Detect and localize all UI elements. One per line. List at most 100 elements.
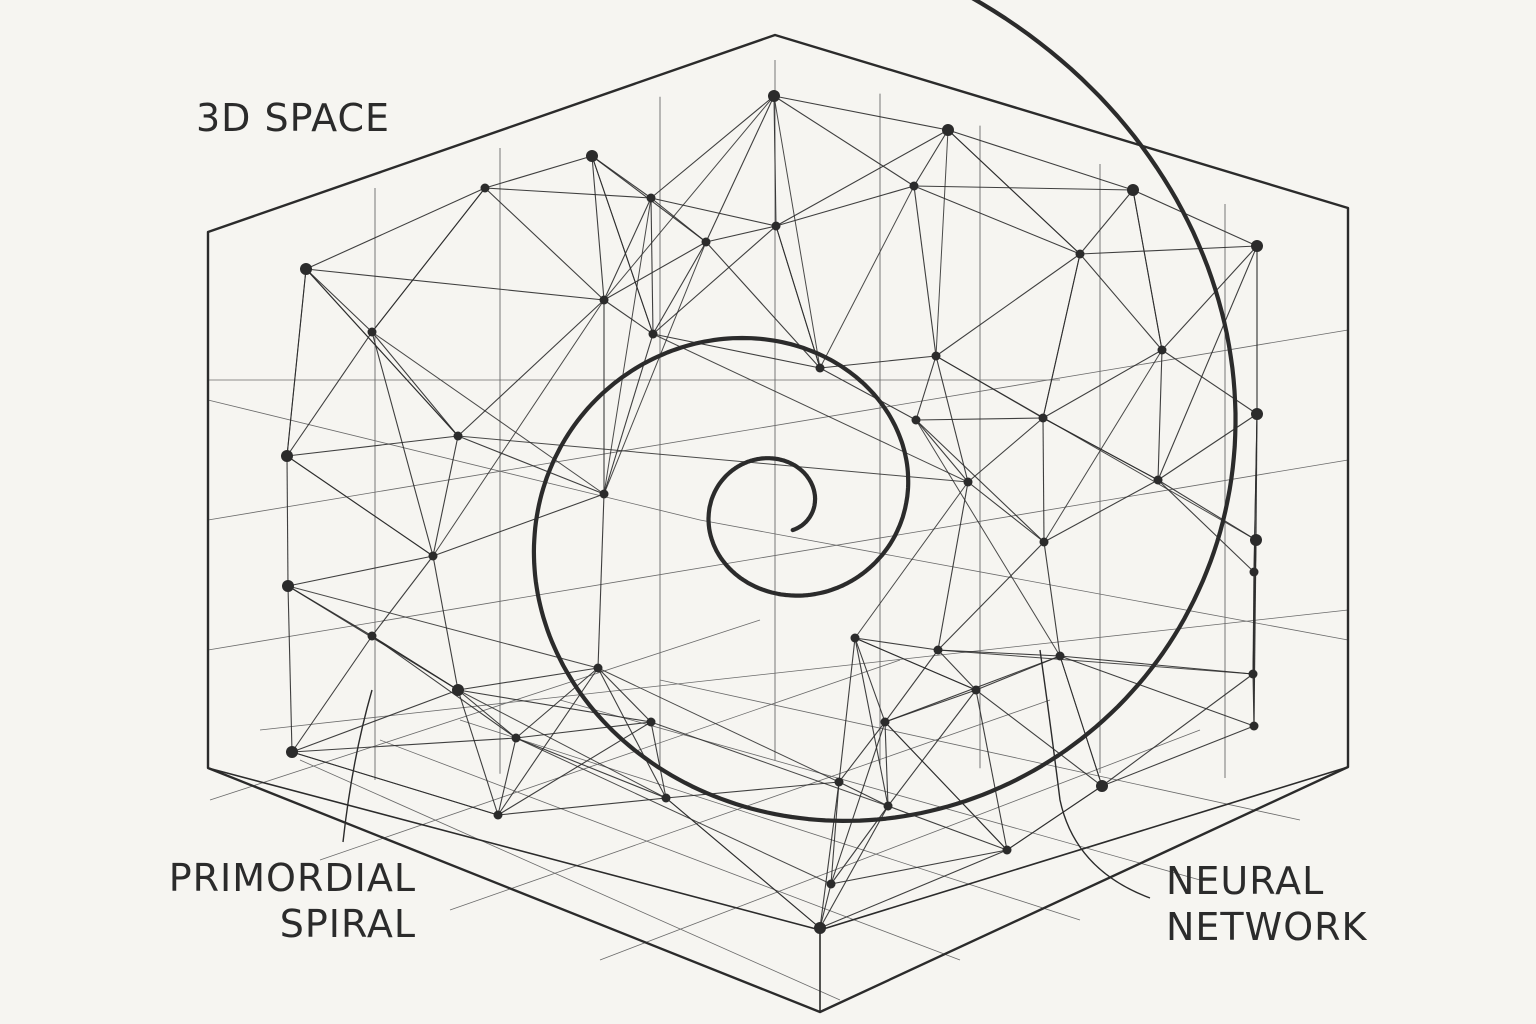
network-edge <box>650 197 777 227</box>
network-edge <box>650 721 889 807</box>
grid-floor-line <box>659 679 1301 821</box>
network-node <box>428 551 438 561</box>
network-edge <box>371 331 605 495</box>
network-edge <box>652 241 707 335</box>
network-edge <box>1042 417 1159 481</box>
grid-floor-line <box>379 739 961 961</box>
network-connections <box>286 95 1258 929</box>
network-edge <box>665 781 840 799</box>
network-edge <box>819 805 889 929</box>
network-node <box>880 717 890 727</box>
network-edge <box>650 197 654 335</box>
network-node <box>909 181 919 191</box>
network-edge <box>937 649 1254 675</box>
network-node <box>850 633 860 643</box>
network-edge <box>603 95 775 301</box>
network-edge <box>650 721 667 799</box>
network-edge <box>650 95 775 199</box>
network-edge <box>947 129 1134 191</box>
network-node <box>771 221 781 231</box>
network-edge <box>1157 245 1258 481</box>
network-edge <box>603 241 707 495</box>
network-node <box>701 237 711 247</box>
network-edge <box>937 481 969 651</box>
network-node <box>493 810 503 820</box>
network-node <box>281 450 293 462</box>
network-node <box>593 663 603 673</box>
network-edge <box>1059 655 1255 727</box>
network-edge <box>515 667 599 739</box>
network-edge <box>432 435 459 557</box>
network-edge <box>819 883 832 929</box>
network-node <box>646 193 656 203</box>
network-edge <box>591 155 605 301</box>
network-edge <box>913 185 937 357</box>
network-edge <box>1006 785 1103 851</box>
network-edge <box>1079 189 1134 255</box>
network-edge <box>652 225 777 335</box>
network-edge <box>967 417 1044 483</box>
network-edge <box>830 781 840 885</box>
network-edge <box>935 253 1081 357</box>
network-node <box>1249 567 1259 577</box>
network-edge <box>884 649 939 723</box>
network-node <box>599 295 609 305</box>
network-edge <box>854 637 889 807</box>
network-edge <box>497 721 652 816</box>
label-primordial-spiral-line1: PRIMORDIAL <box>168 856 416 900</box>
network-edge <box>830 849 1008 885</box>
network-edge <box>1043 541 1061 657</box>
network-edge <box>603 299 654 335</box>
network-edge <box>1042 417 1045 543</box>
network-edge <box>291 751 499 816</box>
network-node <box>911 415 921 425</box>
network-edge <box>457 435 969 483</box>
network-edge <box>1132 189 1258 247</box>
network-edge <box>665 797 821 929</box>
network-node <box>1039 537 1049 547</box>
box-front-edge-left <box>207 767 821 931</box>
network-node <box>971 685 981 695</box>
network-node <box>480 183 490 193</box>
network-edge <box>1157 479 1257 541</box>
network-edge <box>819 185 915 369</box>
network-edge <box>1043 479 1159 543</box>
network-node <box>1250 534 1262 546</box>
network-edge <box>291 635 373 753</box>
network-edge <box>432 493 605 557</box>
network-edge <box>497 797 667 816</box>
network-edge <box>775 185 915 227</box>
network-edge <box>287 555 434 587</box>
label-neural-network: NEURAL NETWORK <box>1166 858 1367 950</box>
network-edge <box>286 331 373 457</box>
network-node <box>1249 721 1259 731</box>
grid-horizontal-line <box>259 609 1349 731</box>
network-node <box>586 150 598 162</box>
label-neural-network-line2: NETWORK <box>1166 905 1368 949</box>
label-primordial-spiral-line2: SPIRAL <box>279 902 416 946</box>
network-edge <box>286 268 307 457</box>
network-edge <box>915 419 1045 543</box>
network-edge <box>591 155 654 335</box>
primordial-spiral-curve <box>531 0 1238 823</box>
network-edge <box>603 241 707 301</box>
network-edge <box>1042 253 1081 419</box>
network-edge <box>305 268 605 301</box>
grid-horizontal-line <box>207 459 1349 651</box>
network-edge <box>484 187 652 199</box>
network-edge <box>913 129 949 187</box>
network-edge <box>603 197 652 301</box>
grid-horizontal-line <box>207 399 701 521</box>
network-edge <box>286 455 289 587</box>
network-edge <box>652 333 969 483</box>
network-edge <box>854 637 886 723</box>
network-edge <box>603 333 654 495</box>
network-edge <box>432 299 605 557</box>
network-edge <box>935 129 949 357</box>
network-edge <box>286 435 459 457</box>
network-edge <box>705 95 775 243</box>
network-node <box>367 631 377 641</box>
network-edge <box>371 187 486 333</box>
network-edge <box>1042 349 1163 419</box>
network-edge <box>597 667 840 783</box>
